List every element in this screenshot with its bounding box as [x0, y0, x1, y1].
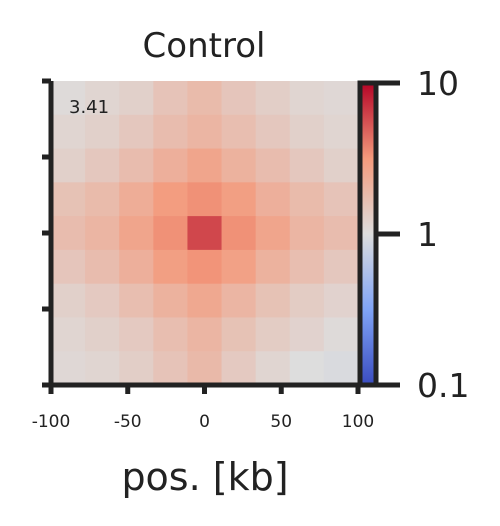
heatmap-cell	[289, 249, 325, 285]
heatmap-cell	[153, 216, 189, 251]
heatmap-cell	[51, 114, 86, 150]
heatmap-cell	[119, 283, 154, 319]
heatmap-cell	[255, 148, 291, 183]
x-tick-label: 0	[199, 412, 210, 432]
heatmap-cell	[187, 351, 223, 386]
heatmap-cell	[289, 81, 325, 116]
heatmap-cell	[323, 216, 359, 251]
colorbar	[357, 80, 400, 388]
heatmap-cell	[51, 81, 86, 116]
heatmap-cell	[119, 216, 154, 251]
heatmap-cell	[255, 249, 291, 285]
heatmap-cell	[51, 148, 86, 183]
heatmap-cell	[323, 317, 359, 352]
heatmap-cell	[255, 216, 291, 251]
heatmap-cell	[153, 283, 189, 319]
heatmap-cell	[289, 114, 325, 150]
x-tick-label: -100	[32, 412, 71, 432]
heatmap-cell	[221, 351, 257, 386]
colorbar-tick-label: 1	[417, 215, 438, 254]
heatmap-cell	[255, 351, 291, 386]
heatmap-cell	[119, 351, 154, 386]
heatmap-cell	[85, 351, 120, 386]
heatmap-cell	[255, 81, 291, 116]
heatmap-cell	[153, 317, 189, 352]
heatmap-cell	[289, 283, 325, 319]
heatmap-cell	[221, 81, 257, 116]
heatmap-cell	[187, 182, 223, 217]
colorbar-gradient	[360, 83, 376, 385]
x-tick-label: -50	[114, 412, 142, 432]
heatmap-cell	[289, 182, 325, 217]
x-axis-label: pos. [kb]	[121, 455, 288, 499]
chart-title: Control	[143, 26, 266, 66]
heatmap-cell	[85, 249, 120, 285]
heatmap-cell	[221, 249, 257, 285]
x-tick-labels: -100 -50 0 50 100	[32, 412, 375, 432]
heatmap-cell	[255, 182, 291, 217]
heatmap-cell	[51, 216, 86, 251]
heatmap-cell	[255, 114, 291, 150]
heatmap-cell	[51, 351, 86, 386]
heatmap-cell	[289, 317, 325, 352]
colorbar-tick-label: 10	[417, 64, 459, 103]
heatmap-cell	[119, 249, 154, 285]
heatmap-cell	[323, 351, 359, 386]
heatmap-cell	[221, 216, 257, 251]
heatmap-cell	[187, 317, 223, 352]
heatmap-cell	[289, 216, 325, 251]
heatmap-cell	[119, 114, 154, 150]
heatmap-cell	[51, 317, 86, 352]
heatmap-cell	[119, 81, 154, 116]
heatmap-cell	[323, 114, 359, 150]
heatmap-cell	[187, 114, 223, 150]
heatmap-cell	[255, 283, 291, 319]
heatmap-cell	[323, 182, 359, 217]
heatmap-cell	[323, 81, 359, 116]
heatmap-cells	[51, 81, 359, 386]
heatmap-cell	[323, 148, 359, 183]
heatmap-cell	[153, 148, 189, 183]
heatmap-cell	[85, 317, 120, 352]
heatmap-cell	[187, 249, 223, 285]
heatmap-cell	[289, 148, 325, 183]
heatmap-cell	[153, 249, 189, 285]
heatmap-cell	[153, 351, 189, 386]
colorbar-tick-labels: 10 1 0.1	[417, 64, 469, 405]
heatmap-cell	[323, 283, 359, 319]
heatmap-cell	[221, 114, 257, 150]
heatmap-cell	[187, 283, 223, 319]
heatmap-cell	[51, 182, 86, 217]
heatmap-cell	[85, 182, 120, 217]
heatmap-cell	[85, 148, 120, 183]
annotation-value: 3.41	[69, 97, 109, 118]
heatmap-cell	[187, 216, 223, 251]
heatmap-cell	[85, 81, 120, 116]
heatmap-cell	[187, 81, 223, 116]
heatmap-cell	[221, 148, 257, 183]
heatmap-cell	[221, 317, 257, 352]
heatmap-cell	[85, 216, 120, 251]
x-tick-label: 50	[270, 412, 292, 432]
heatmap-cell	[119, 317, 154, 352]
colorbar-tick-label: 0.1	[417, 366, 469, 405]
heatmap-cell	[85, 283, 120, 319]
heatmap-cell	[221, 283, 257, 319]
heatmap-cell	[187, 148, 223, 183]
heatmap-cell	[289, 351, 325, 386]
heatmap-axes	[42, 78, 361, 394]
heatmap-cell	[119, 182, 154, 217]
heatmap-cell	[221, 182, 257, 217]
heatmap-cell	[153, 114, 189, 150]
x-tick-label: 100	[342, 412, 374, 432]
heatmap-cell	[85, 114, 120, 150]
heatmap-cell	[255, 317, 291, 352]
heatmap-cell	[153, 182, 189, 217]
heatmap-cell	[323, 249, 359, 285]
heatmap-cell	[51, 249, 86, 285]
heatmap-cell	[51, 283, 86, 319]
heatmap-cell	[153, 81, 189, 116]
heatmap-cell	[119, 148, 154, 183]
